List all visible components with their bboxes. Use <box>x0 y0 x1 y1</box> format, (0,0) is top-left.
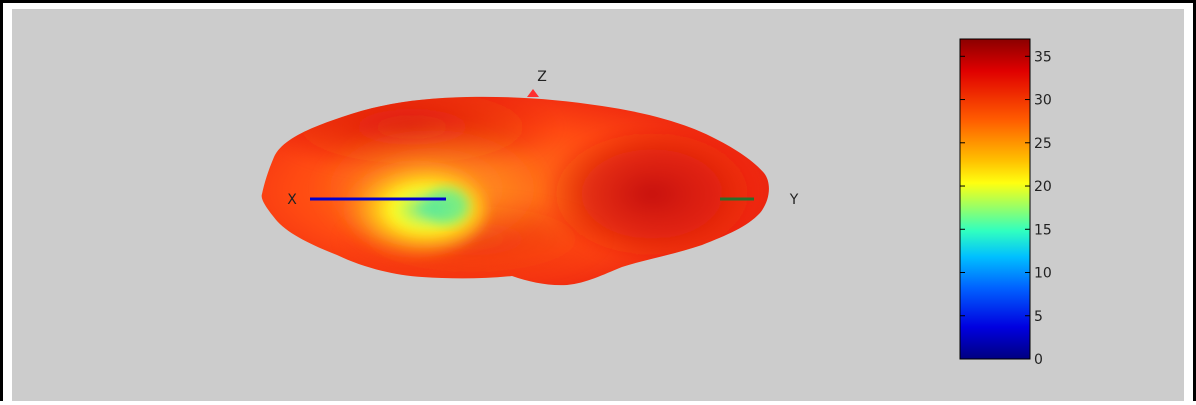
colorbar: 0 5 10 15 20 25 30 35 <box>959 38 1052 368</box>
colorbar-ticks: 0 5 10 15 20 25 30 35 <box>960 49 1052 368</box>
radiation-pattern-chart: X Y Z 0 5 10 15 20 25 30 35 <box>261 38 1052 368</box>
z-axis-tip <box>527 89 539 97</box>
colorbar-tick-label: 30 <box>1034 93 1052 109</box>
x-axis-label: X <box>287 192 297 208</box>
z-axis-label: Z <box>537 69 547 85</box>
colorbar-tick-label: 5 <box>1034 309 1043 325</box>
colorbar-tick-label: 20 <box>1034 179 1052 195</box>
pattern-surface <box>261 96 769 286</box>
colorbar-tick-label: 0 <box>1034 352 1043 368</box>
colorbar-tick-label: 10 <box>1034 266 1052 282</box>
plot-area: X Y Z 0 5 10 15 20 25 30 35 <box>12 9 1184 401</box>
colorbar-tick-label: 15 <box>1034 222 1052 238</box>
colorbar-tick-label: 25 <box>1034 136 1052 152</box>
colorbar-tick-label: 35 <box>1034 49 1052 65</box>
axes-3d: X Y Z <box>287 69 799 208</box>
y-axis-label: Y <box>789 192 799 208</box>
colorbar-gradient <box>959 38 1031 360</box>
